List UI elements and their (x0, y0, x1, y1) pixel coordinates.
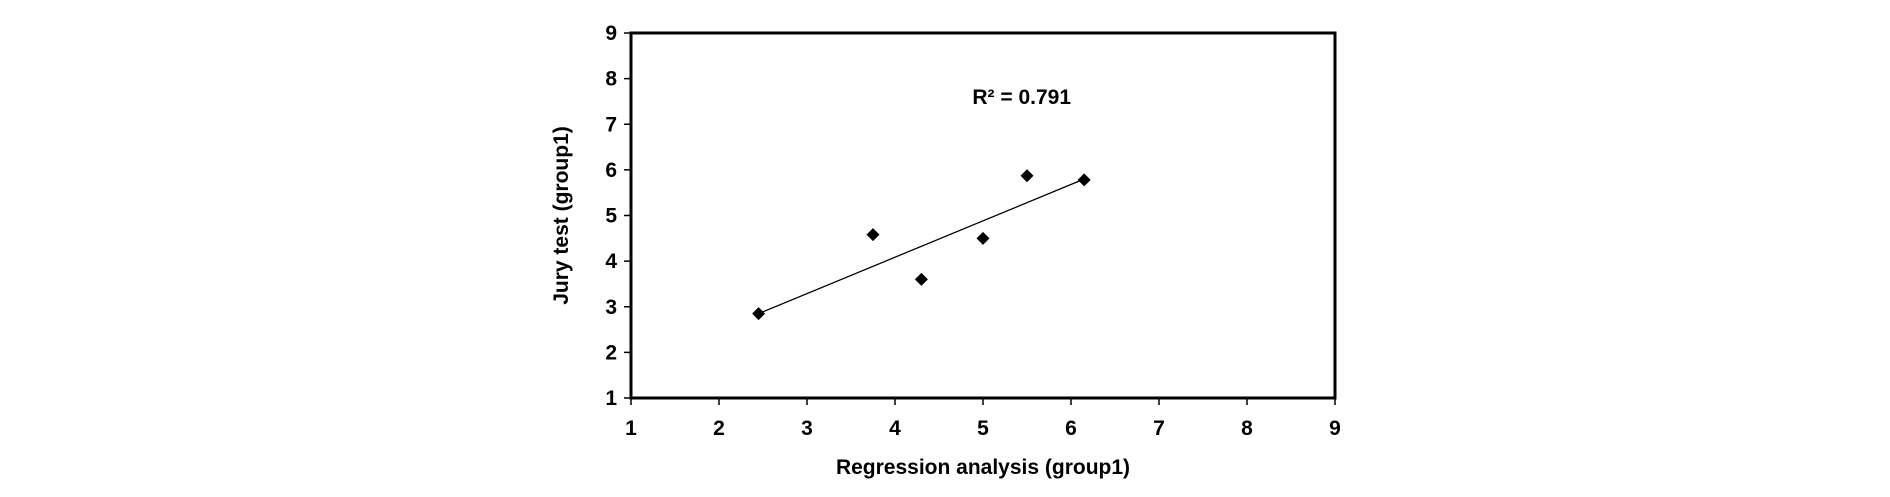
y-tick-label: 5 (605, 205, 617, 228)
data-point (914, 272, 928, 286)
y-tick-label: 4 (605, 250, 617, 273)
trendline-group (758, 178, 1085, 315)
x-tick-label: 3 (801, 417, 813, 440)
x-tick-label: 8 (1241, 417, 1253, 440)
axis-labels: Regression analysis (group1) Jury test (… (550, 126, 1130, 479)
y-tick-label: 1 (605, 387, 617, 410)
data-point (1077, 173, 1091, 187)
y-tick-label: 8 (605, 68, 617, 91)
data-points (752, 169, 1091, 321)
x-tick-label: 2 (713, 417, 725, 440)
annotations: R² = 0.791 (972, 86, 1071, 109)
y-tick-label: 3 (605, 296, 617, 319)
y-tick-label: 7 (605, 113, 617, 136)
data-point (1020, 169, 1034, 183)
axes: 1 2 3 4 5 6 7 8 9 1 2 3 4 5 6 7 8 9 (605, 22, 1341, 440)
x-tick-label: 4 (889, 417, 901, 440)
trendline (758, 178, 1085, 315)
x-tick-label: 9 (1329, 417, 1341, 440)
x-tick-label: 1 (625, 417, 637, 440)
data-point (976, 231, 990, 245)
x-tick-label: 5 (977, 417, 989, 440)
y-tick-label: 2 (605, 341, 617, 364)
data-point (752, 307, 766, 321)
r-squared-annotation: R² = 0.791 (972, 86, 1071, 109)
data-point (866, 228, 880, 242)
x-tick-label: 6 (1065, 417, 1077, 440)
y-axis-title: Jury test (group1) (550, 126, 573, 305)
y-tick-label: 9 (605, 22, 617, 45)
y-tick-label: 6 (605, 159, 617, 182)
x-axis-title: Regression analysis (group1) (836, 456, 1130, 479)
x-tick-label: 7 (1153, 417, 1165, 440)
